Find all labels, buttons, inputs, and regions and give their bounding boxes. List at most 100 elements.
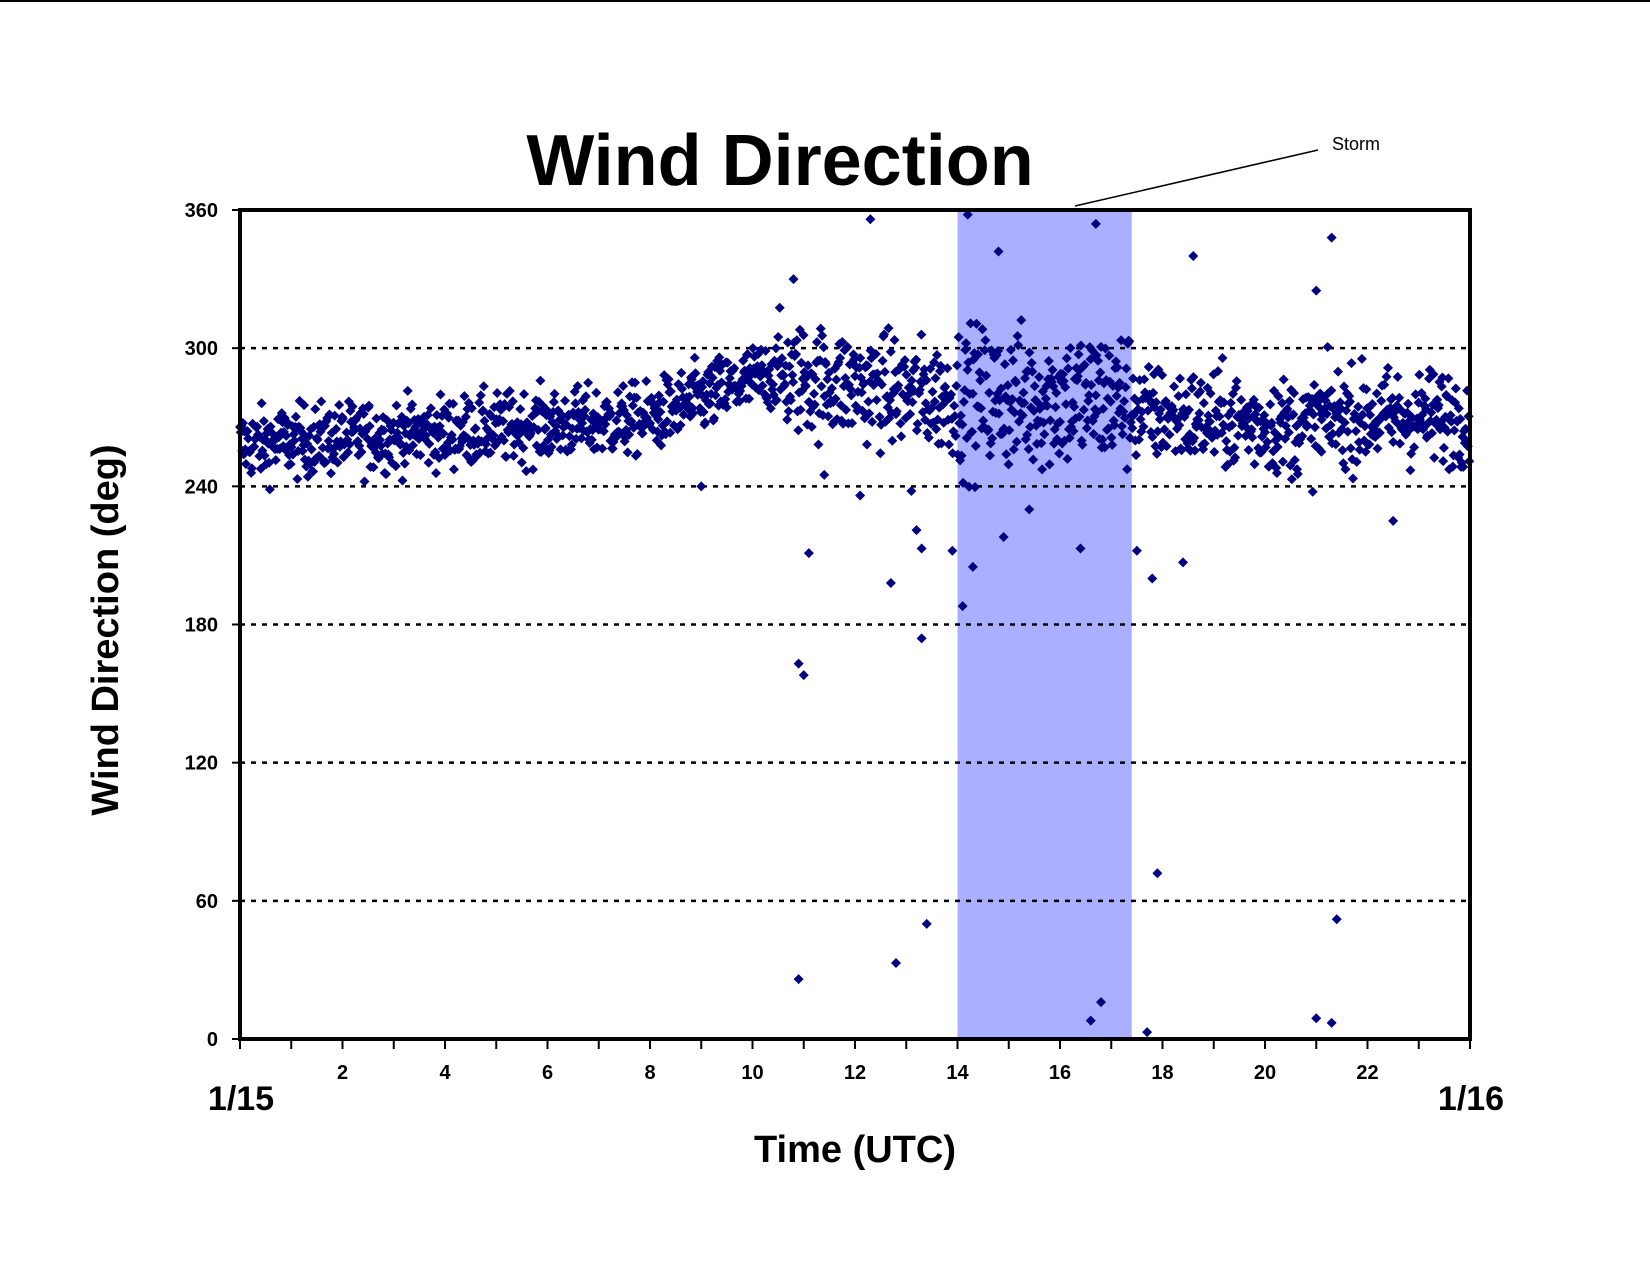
data-point	[1026, 357, 1037, 368]
data-point	[771, 395, 782, 406]
data-point	[1379, 379, 1390, 390]
data-point	[1148, 387, 1159, 398]
data-point	[947, 545, 958, 556]
data-point	[1154, 414, 1165, 425]
data-point	[508, 450, 519, 461]
data-point	[302, 438, 313, 449]
data-point	[546, 441, 557, 452]
data-point	[1081, 423, 1092, 434]
data-point	[1064, 432, 1075, 443]
data-point	[611, 415, 622, 426]
data-point	[665, 427, 676, 438]
data-point	[1142, 1027, 1153, 1038]
data-point	[946, 389, 957, 400]
data-point	[1057, 369, 1068, 380]
data-point	[1194, 408, 1205, 419]
data-point	[916, 633, 927, 644]
data-point	[1311, 285, 1322, 296]
y-tick-label-300: 300	[185, 338, 218, 360]
data-point	[1112, 362, 1123, 373]
data-point	[1060, 382, 1071, 393]
data-point	[1262, 436, 1273, 447]
data-point	[714, 352, 725, 363]
data-point	[630, 377, 641, 388]
data-point	[498, 435, 509, 446]
data-point	[1122, 464, 1133, 475]
data-point	[1426, 428, 1437, 439]
data-point	[677, 383, 688, 394]
data-point	[551, 420, 562, 431]
data-point	[1014, 416, 1024, 427]
data-point	[910, 362, 921, 373]
data-point	[1335, 397, 1346, 408]
data-point	[961, 338, 972, 349]
data-point	[819, 469, 830, 480]
data-point	[870, 349, 881, 360]
data-point	[698, 407, 709, 418]
data-point	[407, 399, 418, 410]
y-tick-label-360: 360	[185, 200, 218, 222]
y-tick-label-60: 60	[196, 891, 218, 913]
data-point	[1280, 433, 1291, 444]
data-point	[447, 434, 458, 445]
data-point	[813, 439, 824, 450]
data-point	[1302, 420, 1313, 431]
data-point	[1040, 393, 1051, 404]
data-point	[826, 383, 837, 394]
data-point	[1096, 997, 1106, 1008]
data-point	[1266, 417, 1277, 428]
data-point	[1292, 469, 1303, 480]
data-point	[1447, 461, 1458, 472]
data-point	[885, 578, 896, 589]
data-point	[720, 394, 731, 405]
data-point	[1024, 347, 1035, 358]
data-point	[516, 457, 527, 468]
data-point	[1045, 415, 1056, 426]
x-tick-label-4: 4	[439, 1062, 451, 1084]
data-point	[921, 375, 932, 386]
data-point	[375, 435, 386, 446]
data-point	[1442, 426, 1453, 437]
data-point	[931, 424, 942, 435]
data-point	[1282, 403, 1293, 414]
data-point	[970, 440, 981, 451]
data-point	[1230, 452, 1241, 463]
top-rule	[0, 0, 1650, 2]
data-point	[1365, 410, 1376, 421]
data-point	[1409, 442, 1420, 453]
x-start-date-label: 1/15	[208, 1080, 274, 1118]
data-point	[1085, 1015, 1096, 1026]
data-point	[337, 413, 348, 424]
data-point	[823, 367, 834, 378]
data-point	[949, 400, 960, 411]
data-point	[1128, 373, 1139, 384]
gridlines	[240, 346, 1470, 903]
data-point	[973, 349, 983, 360]
data-point	[1454, 449, 1465, 460]
data-point	[1055, 416, 1065, 427]
data-point	[331, 424, 342, 435]
data-point	[1428, 369, 1439, 380]
data-point	[962, 364, 973, 375]
data-point	[795, 404, 806, 415]
data-point	[1445, 410, 1456, 421]
data-point	[252, 421, 263, 432]
data-point	[1004, 425, 1015, 436]
data-point	[243, 433, 254, 444]
data-point	[1044, 459, 1055, 470]
data-point	[1061, 353, 1072, 364]
data-point	[912, 418, 923, 429]
x-axis-label: Time (UTC)	[754, 1129, 956, 1171]
data-point	[970, 482, 981, 493]
data-point	[1027, 366, 1038, 377]
data-point	[830, 393, 841, 404]
data-point	[1309, 422, 1320, 433]
x-tick-label-16: 16	[1049, 1062, 1071, 1084]
data-point	[927, 386, 938, 397]
data-point	[862, 360, 873, 371]
data-point	[1183, 404, 1194, 415]
data-point	[770, 343, 781, 354]
data-point	[1372, 443, 1383, 454]
data-point	[618, 381, 629, 392]
